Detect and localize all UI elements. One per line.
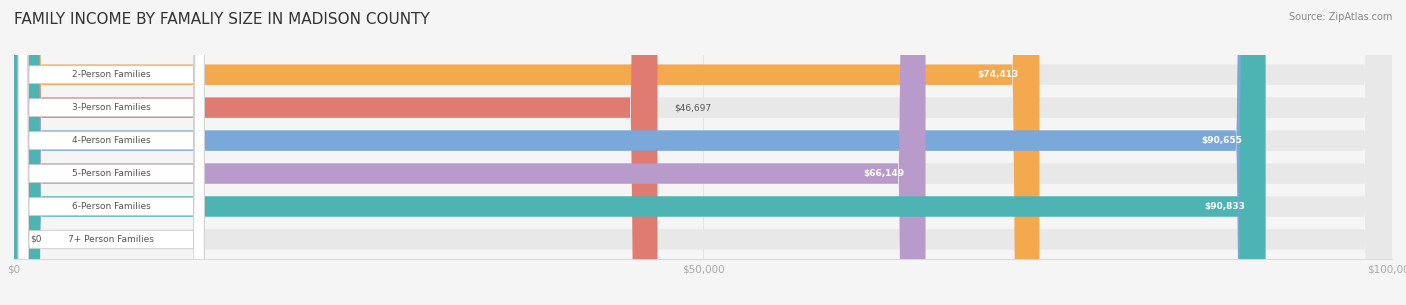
- FancyBboxPatch shape: [18, 0, 204, 305]
- FancyBboxPatch shape: [14, 0, 1039, 305]
- Text: $90,833: $90,833: [1204, 202, 1244, 211]
- Text: 6-Person Families: 6-Person Families: [72, 202, 150, 211]
- FancyBboxPatch shape: [14, 0, 658, 305]
- Text: FAMILY INCOME BY FAMALIY SIZE IN MADISON COUNTY: FAMILY INCOME BY FAMALIY SIZE IN MADISON…: [14, 12, 430, 27]
- Text: 4-Person Families: 4-Person Families: [72, 136, 150, 145]
- Text: $0: $0: [31, 235, 42, 244]
- FancyBboxPatch shape: [14, 0, 1265, 305]
- FancyBboxPatch shape: [14, 0, 1392, 305]
- FancyBboxPatch shape: [18, 0, 204, 305]
- Text: 3-Person Families: 3-Person Families: [72, 103, 150, 112]
- FancyBboxPatch shape: [14, 0, 1392, 305]
- Text: 2-Person Families: 2-Person Families: [72, 70, 150, 79]
- FancyBboxPatch shape: [18, 0, 204, 305]
- FancyBboxPatch shape: [18, 0, 204, 305]
- FancyBboxPatch shape: [18, 0, 204, 305]
- FancyBboxPatch shape: [14, 0, 925, 305]
- FancyBboxPatch shape: [14, 0, 1263, 305]
- FancyBboxPatch shape: [18, 0, 204, 305]
- FancyBboxPatch shape: [14, 0, 1392, 305]
- FancyBboxPatch shape: [14, 0, 1392, 305]
- FancyBboxPatch shape: [14, 0, 1392, 305]
- FancyBboxPatch shape: [14, 0, 1392, 305]
- Text: 7+ Person Families: 7+ Person Families: [69, 235, 155, 244]
- Text: $66,149: $66,149: [863, 169, 905, 178]
- Text: $46,697: $46,697: [673, 103, 711, 112]
- Text: Source: ZipAtlas.com: Source: ZipAtlas.com: [1288, 12, 1392, 22]
- Text: $74,413: $74,413: [977, 70, 1019, 79]
- Text: 5-Person Families: 5-Person Families: [72, 169, 150, 178]
- Text: $90,655: $90,655: [1202, 136, 1243, 145]
